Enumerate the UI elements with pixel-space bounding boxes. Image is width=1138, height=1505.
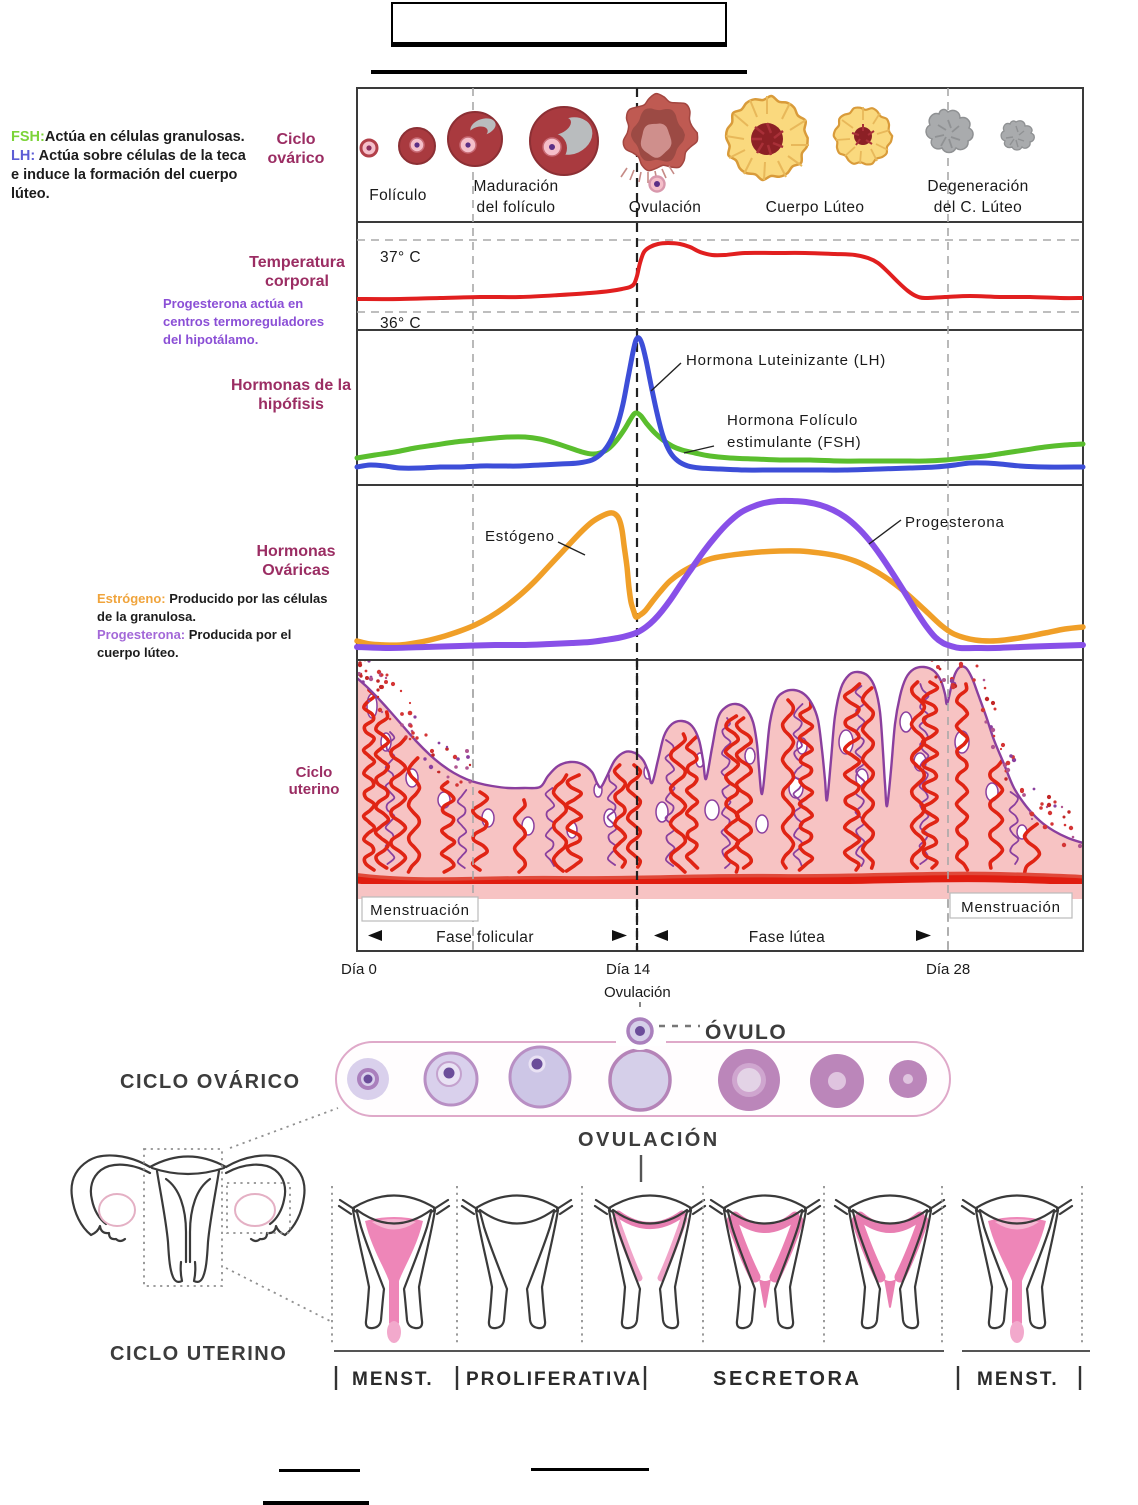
- svg-text:CICLO UTERINO: CICLO UTERINO: [110, 1343, 287, 1365]
- svg-text:Hormona Folículo: Hormona Folículo: [727, 412, 858, 429]
- svg-text:OVULACIÓN: OVULACIÓN: [578, 1127, 720, 1151]
- svg-text:del C. Lúteo: del C. Lúteo: [934, 199, 1022, 216]
- svg-text:Menstruación: Menstruación: [961, 899, 1061, 916]
- svg-text:CICLO OVÁRICO: CICLO OVÁRICO: [120, 1070, 301, 1093]
- svg-text:Fase lútea: Fase lútea: [749, 929, 825, 946]
- svg-text:MENST.: MENST.: [977, 1369, 1059, 1390]
- svg-text:Maduración: Maduración: [474, 178, 559, 195]
- svg-text:Estógeno: Estógeno: [485, 528, 555, 545]
- svg-text:Degeneración: Degeneración: [927, 178, 1028, 195]
- svg-text:PROLIFERATIVA: PROLIFERATIVA: [466, 1369, 642, 1390]
- svg-text:del folículo: del folículo: [477, 199, 556, 216]
- svg-text:Folículo: Folículo: [369, 187, 426, 204]
- svg-text:Fase folicular: Fase folicular: [436, 929, 534, 946]
- svg-text:Cuerpo Lúteo: Cuerpo Lúteo: [766, 199, 865, 216]
- svg-text:MENST.: MENST.: [352, 1369, 434, 1390]
- svg-text:ÓVULO: ÓVULO: [705, 1020, 787, 1044]
- svg-text:Progesterona: Progesterona: [905, 514, 1005, 531]
- svg-text:Ovulación: Ovulación: [629, 199, 702, 216]
- svg-text:36° C: 36° C: [380, 315, 421, 332]
- svg-text:Menstruación: Menstruación: [370, 902, 470, 919]
- svg-text:estimulante (FSH): estimulante (FSH): [727, 434, 861, 451]
- svg-text:Hormona Luteinizante (LH): Hormona Luteinizante (LH): [686, 352, 886, 369]
- svg-text:SECRETORA: SECRETORA: [713, 1368, 862, 1390]
- svg-text:37° C: 37° C: [380, 249, 421, 266]
